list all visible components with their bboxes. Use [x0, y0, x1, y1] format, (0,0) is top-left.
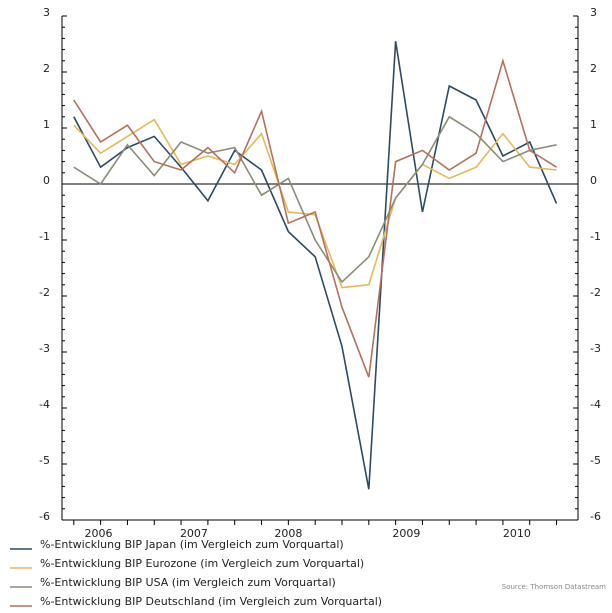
- y-tick-label: -4: [39, 398, 50, 411]
- x-tick-label: 2006: [84, 527, 112, 540]
- y2-tick-label: -1: [590, 230, 601, 243]
- legend-label: %-Entwicklung BIP USA (im Vergleich zum …: [40, 576, 336, 589]
- source: Source: Thomson Datastream: [502, 583, 606, 591]
- series-line: [73, 57, 557, 378]
- y-tick-label: -1: [39, 230, 50, 243]
- legend-label: %-Entwicklung BIP Japan (im Vergleich zu…: [40, 538, 344, 551]
- y-tick-label: -5: [39, 454, 50, 467]
- y-tick-label: 2: [43, 62, 50, 75]
- x-tick-label: 2009: [392, 527, 420, 540]
- x-tick-label: 2008: [274, 527, 302, 540]
- y2-tick-label: 0: [590, 174, 597, 187]
- x-tick-label: 2010: [503, 527, 531, 540]
- y-tick-label: 1: [43, 118, 50, 131]
- y-tick-label: -3: [39, 342, 50, 355]
- y2-tick-label: -6: [590, 510, 601, 523]
- y2-tick-label: -4: [590, 398, 601, 411]
- y-tick-label: 3: [43, 6, 50, 19]
- y-tick-label: 0: [43, 174, 50, 187]
- series-line: [73, 115, 557, 284]
- y2-tick-label: 3: [590, 6, 597, 19]
- y-tick-label: -6: [39, 510, 50, 523]
- y2-tick-label: 2: [590, 62, 597, 75]
- y2-tick-label: -5: [590, 454, 601, 467]
- legend-label: %-Entwicklung BIP Deutschland (im Vergle…: [40, 595, 382, 608]
- series-line: [73, 118, 557, 289]
- y2-tick-label: 1: [590, 118, 597, 131]
- y2-tick-label: -3: [590, 342, 601, 355]
- legend-label: %-Entwicklung BIP Eurozone (im Vergleich…: [40, 557, 364, 570]
- x-tick-label: 2007: [180, 527, 208, 540]
- y2-tick-label: -2: [590, 286, 601, 299]
- y-tick-label: -2: [39, 286, 50, 299]
- series-line: [73, 41, 558, 490]
